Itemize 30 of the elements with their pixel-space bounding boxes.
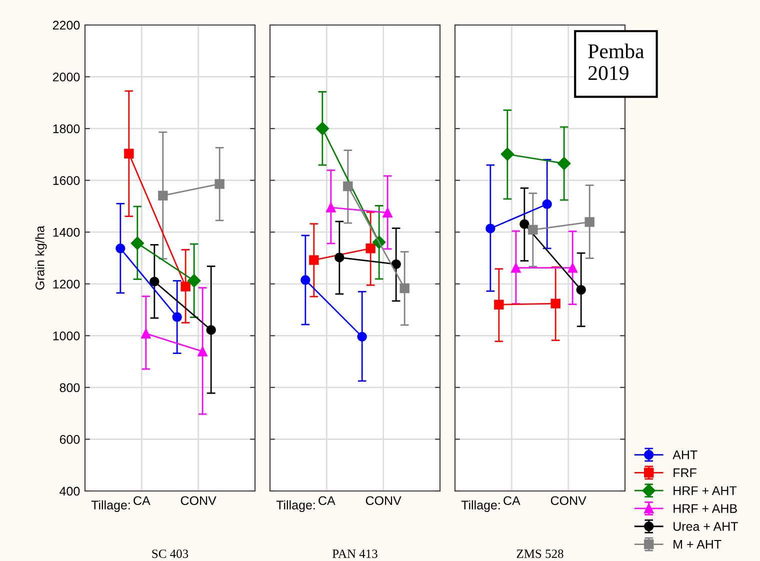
y-tick-label: 600 (60, 435, 80, 444)
text: Tillage: (276, 500, 315, 512)
x-tick-label: CONV (366, 496, 402, 506)
legend-label: FRF (674, 468, 696, 478)
y-tick-label: 1000 (53, 331, 80, 340)
text: Tillage: (461, 500, 500, 512)
annotation: Pemba 2019 (588, 44, 644, 80)
y-tick-label: 400 (60, 486, 80, 496)
y-tick-label: 1800 (53, 124, 80, 134)
y-axis-title: Grain kg/ha (35, 226, 47, 290)
legend-label: M + AHT (674, 540, 722, 549)
legend-label: HRF + AHB (674, 504, 737, 513)
legend-label: AHT (672, 450, 698, 460)
x-axis-title: PAN 413 (332, 550, 378, 558)
text: Tillage: (91, 500, 130, 512)
x-tick-label: CA (134, 496, 150, 506)
x-tick-label: CONV (550, 496, 586, 506)
x-axis-title: ZMS 528 (516, 550, 564, 558)
legend-label: HRF + AHT (674, 486, 737, 495)
y-tick-label: 1400 (53, 228, 80, 237)
y-tick-label: 2200 (52, 20, 80, 30)
y-tick-label: 1600 (53, 176, 80, 185)
legend-label: Urea + AHT (674, 522, 738, 531)
y-tick-label: 2000 (52, 72, 80, 82)
x-tick-label: CA (318, 496, 336, 506)
y-tick-label: 1200 (53, 280, 80, 289)
x-axis-title: SC 403 (152, 550, 188, 558)
x-tick-label: CONV (180, 496, 216, 506)
y-tick-label: 800 (60, 383, 80, 392)
x-tick-label: CA (504, 496, 520, 506)
